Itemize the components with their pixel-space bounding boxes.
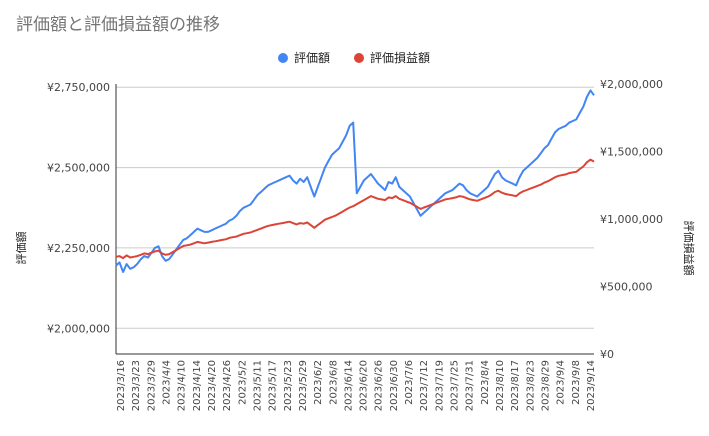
x-tick-label: 2023/4/4 [161,360,172,405]
x-tick-label: 2023/7/12 [419,360,430,411]
x-tick-label: 2023/7/25 [450,360,461,411]
right-tick-label: ¥500,000 [600,281,653,294]
x-tick-label: 2023/6/14 [343,360,354,411]
x-tick-label: 2023/3/23 [131,360,142,411]
x-tick-label: 2023/5/23 [283,360,294,411]
legend-marker-valuation [278,53,288,63]
x-tick-label: 2023/4/20 [207,360,218,411]
left-tick-label: ¥2,500,000 [47,162,110,175]
x-tick-label: 2023/4/10 [177,360,188,411]
left-axis-ticks: ¥2,000,000 ¥2,250,000 ¥2,500,000 ¥2,750,000 [47,81,110,335]
right-axis-title: 評価損益額 [682,221,696,276]
x-tick-label: 2023/8/23 [525,360,536,411]
x-tick-label: 2023/3/29 [146,360,157,411]
right-tick-label: ¥1,000,000 [600,213,663,226]
x-tick-label: 2023/9/14 [586,360,597,411]
series-lines [115,89,595,273]
right-tick-label: ¥2,000,000 [600,78,663,91]
x-tick-label: 2023/4/14 [192,360,203,411]
right-tick-label: ¥1,500,000 [600,146,663,159]
legend: 評価額 評価損益額 [278,50,430,65]
left-axis-title: 評価額 [14,232,28,265]
right-tick-label: ¥0 [600,348,614,361]
x-tick-label: 2023/7/31 [465,360,476,411]
x-tick-label: 2023/6/8 [328,360,339,405]
series-line-gain [115,158,595,260]
x-tick-label: 2023/5/29 [298,360,309,411]
x-tick-label: 2023/3/16 [116,360,127,411]
series-line-valuation [115,89,595,273]
x-tick-label: 2023/6/30 [389,360,400,411]
legend-marker-gain [354,53,364,63]
legend-label-valuation: 評価額 [294,50,330,65]
left-tick-label: ¥2,000,000 [47,322,110,335]
x-axis-ticks: 2023/3/16 2023/3/23 2023/3/29 2023/4/4 2023/… [116,360,597,411]
x-tick-label: 2023/8/10 [495,360,506,411]
x-tick-label: 2023/5/17 [268,360,279,411]
chart-title: 評価額と評価損益額の推移 [16,15,220,35]
x-tick-label: 2023/8/17 [510,360,521,411]
x-tick-label: 2023/8/4 [480,360,491,405]
x-tick-label: 2023/9/4 [556,360,567,405]
right-axis-ticks: ¥0 ¥500,000 ¥1,000,000 ¥1,500,000 ¥2,000,000 [600,78,663,361]
left-tick-label: ¥2,250,000 [47,242,110,255]
x-tick-label: 2023/9/8 [571,360,582,405]
legend-label-gain: 評価損益額 [370,50,430,65]
x-tick-label: 2023/4/26 [222,360,233,411]
x-tick-label: 2023/7/19 [434,360,445,411]
x-tick-label: 2023/5/2 [237,360,248,405]
gridlines [116,86,594,329]
left-tick-label: ¥2,750,000 [47,81,110,94]
x-tick-label: 2023/5/11 [252,360,263,411]
x-tick-label: 2023/6/20 [359,360,370,411]
x-tick-label: 2023/6/2 [313,360,324,405]
x-tick-label: 2023/8/29 [541,360,552,411]
x-tick-label: 2023/6/26 [374,360,385,411]
x-tick-label: 2023/7/6 [404,360,415,405]
